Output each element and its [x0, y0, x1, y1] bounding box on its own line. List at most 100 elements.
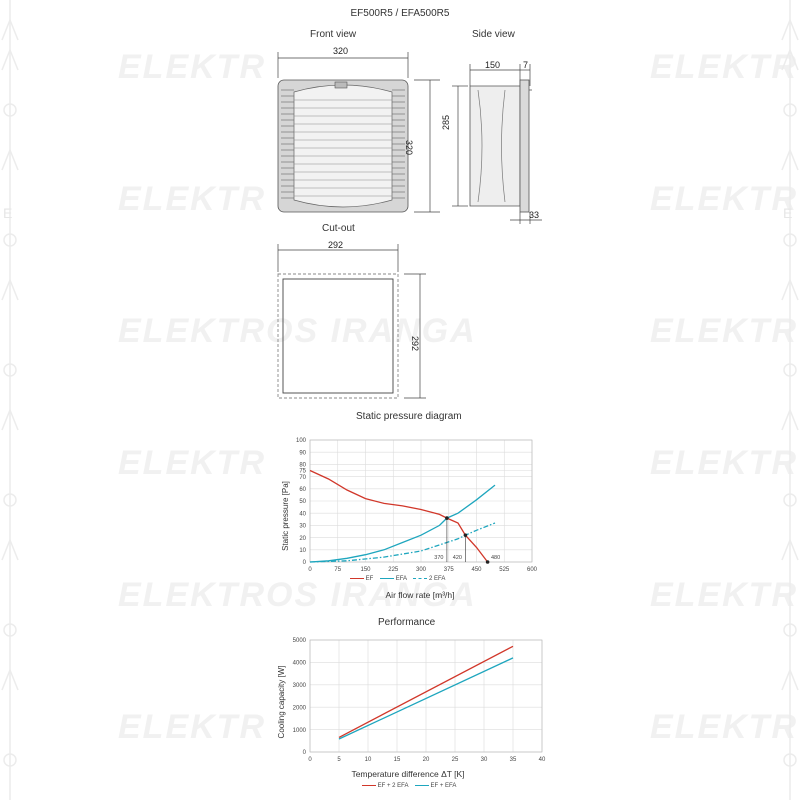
legend-label-ef-efa: EF + EFA: [430, 783, 457, 789]
static-pressure-title: Static pressure diagram: [356, 411, 462, 422]
watermark-text: ELEKTR: [650, 708, 798, 746]
static-pressure-chart: Static pressure [Pa] 0102030405060707580…: [281, 438, 538, 600]
plot-frame: [309, 439, 533, 563]
performance-xlabel: Temperature difference ΔT [K]: [351, 769, 464, 779]
operating-point-label: 480: [491, 555, 500, 561]
x-tick-label: 15: [394, 757, 401, 763]
side-view-title: Side view: [472, 29, 515, 40]
x-tick-label: 5: [337, 757, 341, 763]
x-tick-label: 20: [423, 757, 430, 763]
cutout-title: Cut-out: [322, 223, 355, 234]
legend-label-ef-2efa: EF + 2 EFA: [377, 783, 409, 789]
legend-label-ef: EF: [365, 576, 374, 582]
legend-swatch-ef-2efa: [362, 784, 376, 786]
cutout-width-dimension: 292: [328, 240, 344, 250]
y-tick-label: 10: [299, 548, 306, 554]
x-tick-label: 0: [308, 757, 312, 763]
y-tick-label: 100: [296, 438, 307, 444]
document-title: EF500R5 / EFA500R5: [350, 8, 450, 19]
watermark-text: ELEKTR: [650, 48, 798, 86]
x-tick-label: 150: [360, 567, 371, 573]
operating-point: [463, 533, 468, 537]
x-tick-label: 75: [334, 567, 341, 573]
x-tick-label: 10: [365, 757, 372, 763]
series-line-ef: [309, 469, 489, 563]
x-tick-label: 600: [527, 567, 538, 573]
x-tick-label: 0: [308, 567, 312, 573]
side-flange-dimension: 7: [523, 60, 529, 70]
y-tick-label: 3000: [293, 683, 307, 689]
watermark-glyph: E: [783, 205, 793, 221]
y-tick-label: 1000: [293, 728, 307, 734]
x-tick-label: 525: [499, 567, 510, 573]
series-line-efa: [309, 484, 496, 563]
x-tick-label: 40: [539, 757, 546, 763]
performance-chart: Cooling capacity [W] 0100020003000400050…: [277, 638, 546, 779]
x-tick-label: 300: [416, 567, 427, 573]
operating-point-label: 370: [434, 555, 443, 561]
y-tick-label: 30: [299, 524, 306, 530]
static-pressure-xlabel: Air flow rate [m³/h]: [386, 590, 455, 600]
y-tick-label: 20: [299, 536, 306, 542]
y-tick-label: 90: [299, 450, 306, 456]
watermark-glyph: E: [3, 205, 13, 221]
legend-label-efa: EFA: [395, 576, 407, 582]
legend-swatch-efa: [380, 577, 395, 579]
legend-label-2efa: 2 EFA: [429, 576, 446, 582]
series-line-ef-2-efa: [338, 645, 514, 738]
side-height-dimension: 285: [441, 114, 451, 130]
watermark-text: ELEKTROS IRANGA: [118, 312, 477, 350]
x-tick-label: 25: [452, 757, 459, 763]
y-tick-label: 60: [299, 487, 306, 493]
y-tick-label: 80: [299, 463, 306, 469]
operating-point-label: 420: [453, 555, 462, 561]
watermark-text: ELEKTR: [650, 576, 798, 614]
watermark-text: ELEKTR: [650, 180, 798, 218]
fan-front-view: [277, 79, 409, 213]
watermark-text: ELEKTROS IRANGA: [118, 576, 477, 614]
y-tick-label: 75: [299, 469, 306, 475]
x-tick-label: 30: [481, 757, 488, 763]
static-pressure-legend: EF EFA 2 EFA: [350, 576, 445, 582]
x-tick-label: 375: [444, 567, 455, 573]
front-view-title: Front view: [310, 29, 357, 40]
performance-legend: EF + 2 EFA EF + EFA: [362, 783, 456, 789]
front-width-dimension: 320: [333, 46, 349, 56]
y-tick-label: 0: [303, 560, 307, 566]
cutout-height-dimension: 292: [410, 336, 420, 352]
watermark-text: ELEKTR: [118, 180, 266, 218]
y-tick-label: 4000: [293, 661, 307, 667]
front-height-dimension: 320: [404, 140, 414, 156]
y-tick-label: 70: [299, 475, 306, 481]
performance-title: Performance: [378, 617, 436, 628]
x-tick-label: 35: [510, 757, 517, 763]
legend-swatch-ef-efa: [414, 784, 429, 786]
y-tick-label: 2000: [293, 705, 307, 711]
y-tick-label: 50: [299, 499, 306, 505]
fan-side-view: [469, 79, 532, 213]
y-tick-label: 5000: [293, 638, 307, 644]
watermark-text: ELEKTR: [650, 444, 798, 482]
x-tick-label: 450: [471, 567, 482, 573]
legend-swatch-ef: [350, 577, 364, 579]
y-tick-label: 0: [303, 750, 307, 756]
legend-swatch-2efa: [413, 577, 428, 579]
side-bottom-dimension: 33: [529, 210, 540, 220]
watermark-text: ELEKTR: [118, 48, 266, 86]
plot-frame: [309, 639, 543, 753]
performance-ylabel: Cooling capacity [W]: [277, 666, 286, 739]
operating-point: [485, 560, 490, 564]
technical-drawing-top: [277, 52, 542, 224]
watermark-text: ELEKTR: [118, 444, 266, 482]
static-pressure-ylabel: Static pressure [Pa]: [281, 481, 290, 551]
y-tick-label: 40: [299, 511, 306, 517]
cutout-drawing: [277, 244, 426, 399]
series-line-ef-efa: [338, 657, 514, 740]
operating-point: [445, 516, 449, 520]
series-line-2-efa: [309, 522, 496, 563]
watermark-text: ELEKTR: [650, 312, 798, 350]
side-depth-dimension: 150: [485, 60, 501, 70]
watermark-text: ELEKTR: [118, 708, 266, 746]
x-tick-label: 225: [388, 567, 399, 573]
